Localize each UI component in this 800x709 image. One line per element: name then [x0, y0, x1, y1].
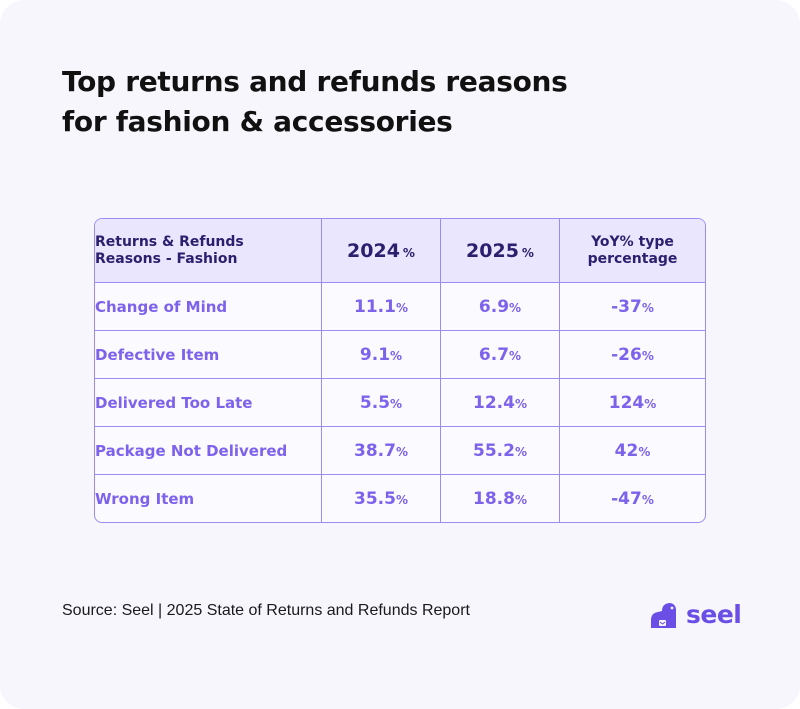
table-row: Change of Mind 11.1% 6.9% -37%	[95, 283, 705, 331]
value-yoy-cell: -47%	[560, 475, 705, 522]
value-2024-cell: 38.7%	[322, 427, 441, 475]
value-2024-unit: %	[390, 396, 403, 411]
header-2025-year: 2025	[466, 239, 519, 262]
row-reason: Defective Item	[95, 331, 322, 379]
value-yoy-cell: -26%	[560, 331, 705, 379]
value-2024: 38.7	[354, 440, 396, 461]
value-2024: 9.1	[359, 344, 391, 365]
value-yoy-cell: 42%	[560, 427, 705, 475]
value-yoy: -26	[611, 344, 642, 365]
table-header-row: Returns & Refunds Reasons - Fashion 2024…	[95, 219, 705, 283]
value-2025-cell: 12.4%	[441, 379, 560, 427]
value-2024-cell: 9.1%	[322, 331, 441, 379]
title-line-1: Top returns and refunds reasons	[62, 65, 568, 98]
value-2024-cell: 35.5%	[322, 475, 441, 522]
header-reasons: Returns & Refunds Reasons - Fashion	[95, 219, 322, 283]
row-reason: Change of Mind	[95, 283, 322, 331]
value-yoy-unit: %	[641, 348, 654, 363]
header-2024: 2024%	[322, 219, 441, 283]
value-yoy-cell: -37%	[560, 283, 705, 331]
value-2025-cell: 18.8%	[441, 475, 560, 522]
value-2024-unit: %	[395, 492, 408, 507]
header-reasons-line-2: Reasons - Fashion	[95, 250, 238, 267]
value-yoy-unit: %	[641, 492, 654, 507]
value-yoy-unit: %	[641, 300, 654, 315]
value-yoy: 124	[608, 392, 645, 413]
value-2025: 6.7	[478, 344, 510, 365]
value-yoy: 42	[614, 440, 639, 461]
seel-seal-icon	[651, 603, 676, 628]
value-2024: 5.5	[359, 392, 391, 413]
value-2025-unit: %	[509, 348, 522, 363]
value-2024: 35.5	[354, 488, 396, 509]
source-note: Source: Seel | 2025 State of Returns and…	[62, 602, 470, 619]
value-yoy-unit: %	[644, 396, 657, 411]
header-reasons-line-1: Returns & Refunds	[95, 233, 244, 250]
header-2024-pct: %	[402, 245, 415, 260]
table-row: Defective Item 9.1% 6.7% -26%	[95, 331, 705, 379]
value-2025-unit: %	[514, 444, 527, 459]
value-2024: 11.1	[354, 296, 396, 317]
value-yoy: -37	[611, 296, 642, 317]
value-yoy-unit: %	[638, 444, 651, 459]
row-reason: Delivered Too Late	[95, 379, 322, 427]
value-2025-unit: %	[509, 300, 522, 315]
value-2025-unit: %	[514, 492, 527, 507]
value-2024-unit: %	[395, 444, 408, 459]
value-2025: 6.9	[478, 296, 510, 317]
row-reason: Package Not Delivered	[95, 427, 322, 475]
value-2024-cell: 11.1%	[322, 283, 441, 331]
table-row: Package Not Delivered 38.7% 55.2% 42%	[95, 427, 705, 475]
brand-wordmark: seel	[686, 599, 742, 629]
value-2025: 55.2	[473, 440, 515, 461]
page-title: Top returns and refunds reasons for fash…	[62, 62, 662, 142]
value-yoy-cell: 124%	[560, 379, 705, 427]
value-2025-cell: 6.9%	[441, 283, 560, 331]
header-yoy-line-1: YoY% type	[591, 233, 674, 250]
reasons-table: Returns & Refunds Reasons - Fashion 2024…	[94, 218, 706, 523]
title-line-2: for fashion & accessories	[62, 105, 453, 138]
header-2024-year: 2024	[347, 239, 400, 262]
header-2025-pct: %	[521, 245, 534, 260]
value-2025-cell: 55.2%	[441, 427, 560, 475]
header-yoy-line-2: percentage	[587, 250, 678, 267]
row-reason: Wrong Item	[95, 475, 322, 522]
table-row: Delivered Too Late 5.5% 12.4% 124%	[95, 379, 705, 427]
header-yoy: YoY% type percentage	[560, 219, 705, 283]
value-2025-cell: 6.7%	[441, 331, 560, 379]
value-2025: 18.8	[473, 488, 515, 509]
value-2025-unit: %	[514, 396, 527, 411]
value-yoy: -47	[611, 488, 642, 509]
seel-logo: seel	[648, 598, 742, 630]
value-2025: 12.4	[473, 392, 515, 413]
value-2024-cell: 5.5%	[322, 379, 441, 427]
header-2025: 2025%	[441, 219, 560, 283]
table-row: Wrong Item 35.5% 18.8% -47%	[95, 475, 705, 522]
value-2024-unit: %	[395, 300, 408, 315]
value-2024-unit: %	[390, 348, 403, 363]
